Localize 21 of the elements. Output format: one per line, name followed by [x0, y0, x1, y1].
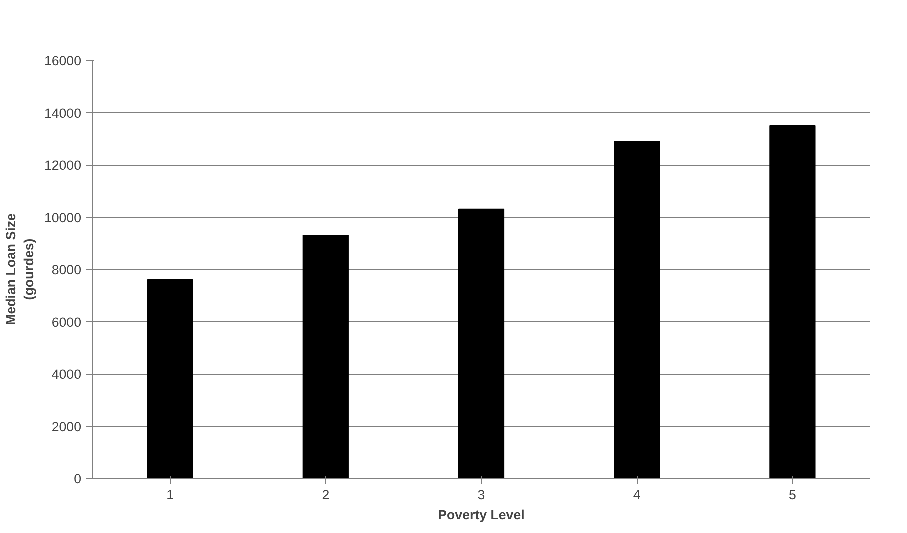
- y-tick-label: 14000: [44, 106, 82, 121]
- x-tick-label: 5: [788, 488, 796, 502]
- x-tick-label: 4: [633, 488, 642, 502]
- x-tick-label: 1: [166, 488, 174, 502]
- y-axis-title: Median Loan Size (gourdes): [3, 214, 36, 326]
- y-tick-label: 6000: [52, 314, 82, 330]
- y-tick-label: 2000: [52, 419, 82, 434]
- x-tick-label: 3: [478, 488, 486, 502]
- bar: [147, 279, 194, 478]
- x-tick-label: 2: [322, 488, 330, 502]
- y-tick-label: 16000: [44, 54, 82, 68]
- y-tick-label: 0: [74, 472, 82, 486]
- bar: [302, 235, 349, 478]
- bar: [458, 208, 505, 478]
- bar: [614, 140, 660, 478]
- x-axis-title: Poverty Level: [438, 508, 525, 522]
- y-tick-label: 8000: [52, 262, 82, 278]
- y-tick-label: 12000: [44, 158, 82, 173]
- bar: [770, 125, 816, 478]
- y-tick-label: 10000: [44, 210, 82, 226]
- y-tick-label: 4000: [52, 367, 82, 382]
